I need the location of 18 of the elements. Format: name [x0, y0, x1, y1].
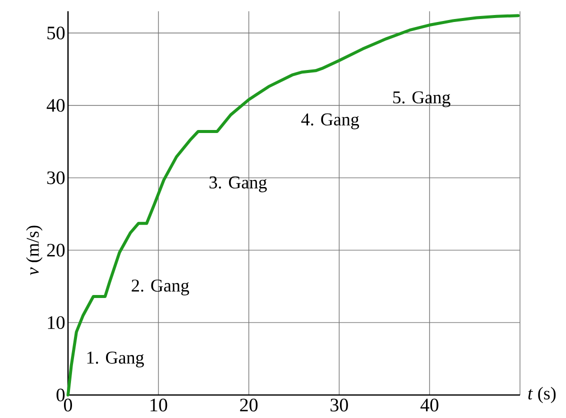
x-tick-label: 30 — [330, 398, 348, 412]
x-tick-label: 40 — [420, 398, 438, 412]
y-axis-title: v (m/s) — [26, 226, 42, 276]
annotation: 1. Gang — [87, 352, 144, 368]
y-tick-label: 30 — [47, 171, 65, 184]
y-tick-label: 40 — [46, 98, 65, 112]
x-tick-label: 20 — [240, 398, 258, 412]
annotation: 4. Gang — [301, 113, 360, 130]
annotation: 5. Gang — [393, 91, 450, 108]
annotation: 2. Gang — [132, 280, 190, 296]
y-tick-label: 20 — [47, 244, 65, 257]
line-series — [66, 14, 520, 396]
x-tick-label: 10 — [150, 398, 168, 412]
y-tick-label: 50 — [47, 26, 65, 40]
annotation: 3. Gang — [210, 176, 267, 192]
y-tick-label: 0 — [56, 388, 65, 402]
x-axis-title: t (s) — [528, 386, 556, 404]
y-tick-label: 10 — [48, 316, 65, 329]
